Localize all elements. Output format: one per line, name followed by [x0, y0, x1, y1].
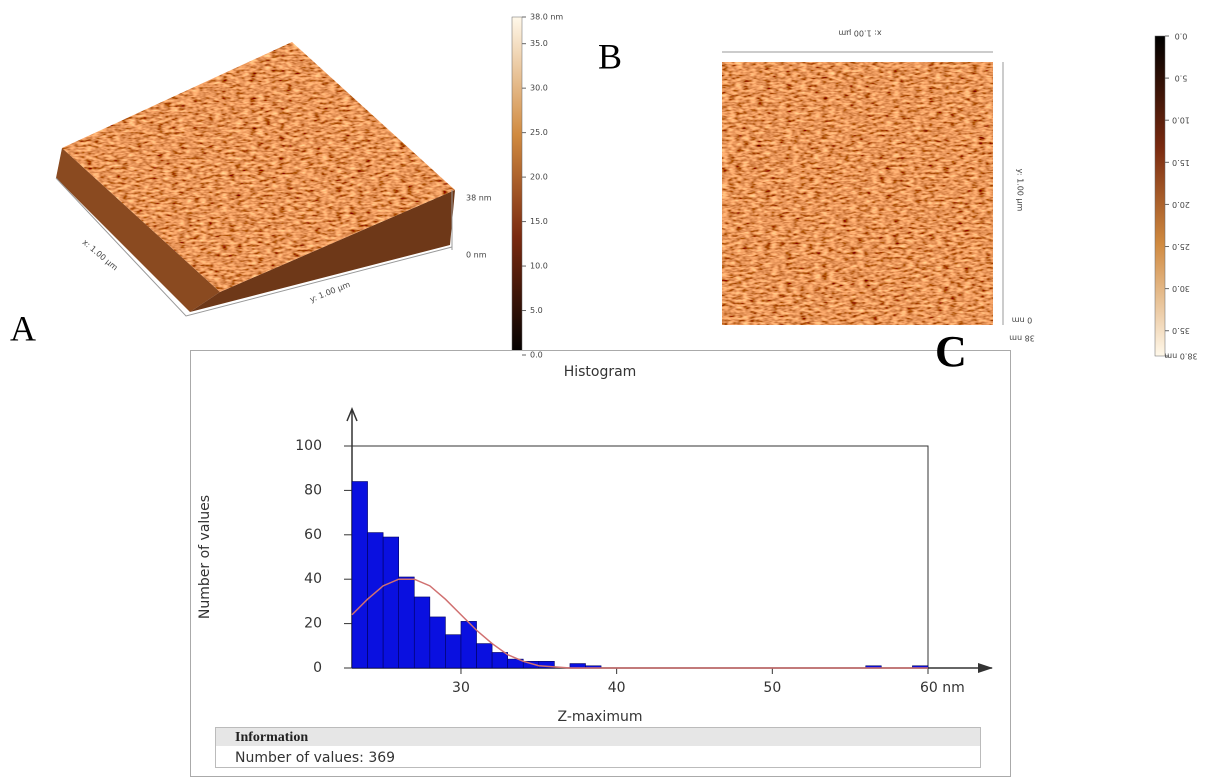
- x-tick-label: 60 nm: [920, 680, 965, 696]
- bar: [538, 661, 555, 669]
- x-axis-label: Z-maximum: [558, 709, 643, 725]
- axis-label: 38 nm: [466, 194, 492, 203]
- bar: [476, 643, 493, 669]
- x-tick-label: 30: [452, 680, 470, 696]
- colorbar-tick-label: 0.0: [1175, 32, 1188, 41]
- axis-label: y: 1.00 µm: [1016, 169, 1025, 212]
- y-tick-label: 100: [295, 438, 322, 454]
- colorbar-tick-label: 15.0: [530, 217, 548, 226]
- panel-label: B: [598, 36, 622, 76]
- info-header-row: [216, 728, 980, 746]
- info-header: Information: [235, 730, 308, 745]
- bar: [445, 634, 462, 669]
- bar: [382, 536, 400, 669]
- axis-label: 38 nm: [1009, 334, 1035, 343]
- colorbar-tick-label: 5.0: [530, 306, 543, 315]
- panel-label: A: [10, 308, 36, 348]
- axis-label: 0 nm: [1012, 316, 1033, 325]
- info-row: Number of values: 369: [235, 750, 395, 766]
- bar: [429, 616, 446, 669]
- colorbar-tick-label: 20.0: [1172, 200, 1190, 209]
- arrow-head: [346, 407, 358, 422]
- y-tick-label: 80: [304, 482, 322, 498]
- bar: [367, 532, 384, 669]
- colorbar-tick-label: 38.0 nm: [1164, 352, 1197, 361]
- colorbar-tick-label: 38.0 nm: [530, 13, 563, 22]
- y-axis-label: Number of values: [197, 495, 213, 619]
- colorbar-tick-label: 30.0: [530, 84, 548, 93]
- colorbar: [511, 16, 523, 356]
- colorbar-tick-label: 30.0: [1172, 284, 1190, 293]
- bar: [351, 481, 368, 669]
- colorbar-tick-label: 25.0: [530, 128, 548, 137]
- bar: [491, 652, 508, 669]
- panel-b: x: 1.00 µm y: 1.00 µm 0 nm 38 nm B: [598, 29, 1166, 357]
- colorbar-tick-label: 35.0: [1172, 326, 1190, 335]
- colorbar-tick-label: 20.0: [530, 173, 548, 182]
- colorbar-tick-label: 5.0: [1175, 74, 1188, 83]
- axis-frame: [55, 177, 453, 317]
- bar: [413, 596, 431, 669]
- surface-side: [56, 148, 220, 312]
- colorbar-tick-label: 0.0: [530, 351, 543, 360]
- axis-label: x: 1.00 µm: [838, 29, 881, 38]
- axis-label: y: 1.00 µm: [309, 280, 352, 304]
- histogram-frame: [190, 350, 1011, 777]
- colorbar-tick-label: 10.0: [530, 262, 548, 271]
- panel-a: x: 1.00 µm y: 1.00 µm 38 nm 0 nm A: [10, 16, 523, 356]
- y-tick-label: 0: [313, 660, 322, 676]
- surface-side: [190, 190, 455, 312]
- y-tick-label: 60: [304, 527, 322, 543]
- x-tick-label: 40: [608, 680, 626, 696]
- bar: [398, 576, 415, 669]
- colorbar-tick-label: 10.0: [1172, 116, 1190, 125]
- axis-label: x: 1.00 µm: [81, 238, 120, 273]
- fit-curve: [351, 578, 928, 669]
- y-tick-label: 40: [304, 571, 322, 587]
- colorbar: [1154, 35, 1166, 357]
- colorbar-tick-label: 15.0: [1172, 158, 1190, 167]
- panel-label: C: [935, 327, 967, 376]
- surface-map: [722, 62, 993, 325]
- axis-label: 0 nm: [466, 251, 487, 260]
- y-tick-label: 20: [304, 616, 322, 632]
- arrow-head: [978, 663, 993, 673]
- colorbar-tick-label: 35.0: [530, 39, 548, 48]
- colorbar-tick-label: 25.0: [1172, 242, 1190, 251]
- chart-title: Histogram: [564, 364, 637, 380]
- x-tick-label: 50: [763, 680, 781, 696]
- panel-c: Histogram C Z-maximum Number of values I…: [190, 327, 1011, 777]
